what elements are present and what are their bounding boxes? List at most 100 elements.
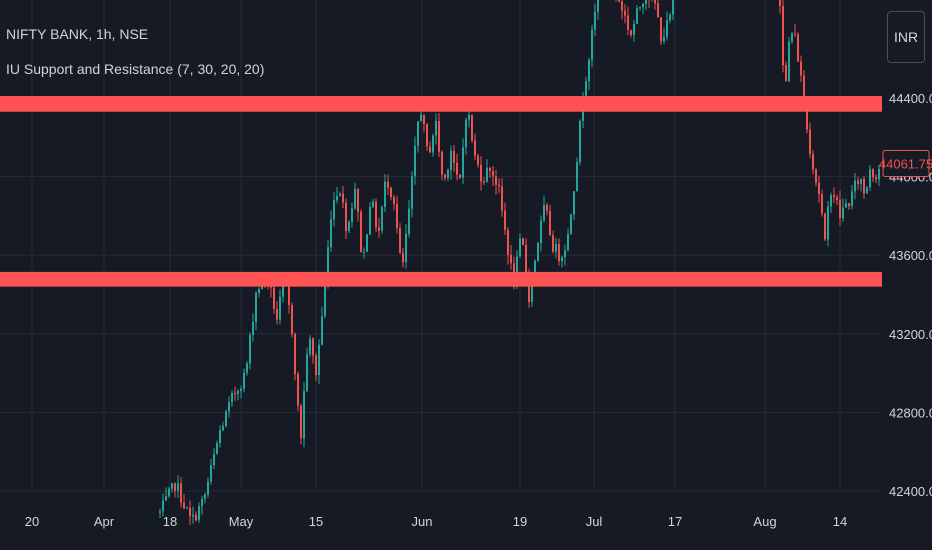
time-tick-label: 17 bbox=[668, 514, 682, 529]
candle-body bbox=[315, 355, 317, 376]
candle-body bbox=[309, 338, 311, 355]
candle-body bbox=[465, 119, 467, 148]
candle-body bbox=[800, 61, 802, 76]
candle-body bbox=[528, 274, 530, 302]
candle-body bbox=[288, 281, 290, 306]
candle-body bbox=[165, 496, 167, 501]
candle-body bbox=[818, 182, 820, 195]
candle-body bbox=[231, 392, 233, 403]
candle-body bbox=[168, 488, 170, 497]
candle-body bbox=[471, 114, 473, 141]
candle-body bbox=[312, 338, 314, 356]
candle-body bbox=[291, 305, 293, 334]
candle-body bbox=[543, 204, 545, 221]
indicator-legend[interactable]: IU Support and Resistance (7, 30, 20, 20… bbox=[6, 61, 264, 77]
candle-body bbox=[360, 211, 362, 252]
candle-body bbox=[594, 11, 596, 30]
candle-body bbox=[279, 296, 281, 320]
candle-body bbox=[372, 201, 374, 207]
candle-body bbox=[258, 289, 260, 293]
candle-body bbox=[585, 81, 587, 102]
candle-body bbox=[339, 193, 341, 196]
currency-button[interactable]: INR bbox=[887, 11, 925, 63]
candle-body bbox=[618, 0, 620, 2]
support-resistance-zones bbox=[0, 96, 882, 287]
candle-body bbox=[857, 180, 859, 184]
candle-body bbox=[252, 322, 254, 336]
candle-body bbox=[189, 507, 191, 517]
candle-body bbox=[785, 65, 787, 82]
candle-body bbox=[384, 181, 386, 208]
candle-body bbox=[342, 193, 344, 203]
indicator-params: (7, 30, 20, 20) bbox=[177, 61, 265, 77]
candle-body bbox=[540, 220, 542, 244]
candle-body bbox=[549, 210, 551, 236]
candle-body bbox=[357, 189, 359, 212]
candle-body bbox=[318, 344, 320, 376]
candle-body bbox=[321, 316, 323, 345]
time-tick-label: 14 bbox=[833, 514, 847, 529]
candle-body bbox=[414, 145, 416, 177]
candle-body bbox=[827, 206, 829, 240]
candles bbox=[159, 0, 880, 525]
candle-body bbox=[180, 483, 182, 503]
candle-body bbox=[204, 494, 206, 499]
candle-body bbox=[402, 252, 404, 263]
candle-body bbox=[597, 0, 599, 12]
time-axis: 20 Apr 18 May 15 Jun 19 Jul 17 Aug 14 bbox=[25, 514, 847, 529]
candle-body bbox=[872, 169, 874, 178]
candle-body bbox=[366, 234, 368, 252]
price-tick-label: 42400.00 bbox=[889, 484, 932, 499]
candle-body bbox=[510, 254, 512, 264]
candle-body bbox=[797, 34, 799, 62]
time-tick-label: Aug bbox=[753, 514, 776, 529]
candle-body bbox=[480, 164, 482, 182]
candle-body bbox=[588, 59, 590, 82]
candle-body bbox=[432, 135, 434, 153]
candle-body bbox=[564, 250, 566, 257]
candle-body bbox=[833, 195, 835, 197]
candle-body bbox=[234, 392, 236, 395]
price-tick-label: 42800.00 bbox=[889, 405, 932, 420]
candle-body bbox=[636, 8, 638, 24]
candle-body bbox=[836, 196, 838, 200]
candle-body bbox=[839, 199, 841, 219]
time-tick-label: 18 bbox=[163, 514, 177, 529]
candle-body bbox=[456, 162, 458, 175]
candle-body bbox=[159, 511, 161, 513]
candle-body bbox=[782, 6, 784, 66]
candle-body bbox=[519, 238, 521, 257]
price-axis: 44400.0044000.0043600.0043200.0042800.00… bbox=[879, 91, 932, 499]
candle-body bbox=[824, 213, 826, 240]
candle-body bbox=[579, 120, 581, 163]
candle-body bbox=[666, 20, 668, 37]
candle-body bbox=[297, 373, 299, 406]
candle-body bbox=[237, 390, 239, 395]
candle-body bbox=[474, 140, 476, 156]
candle-body bbox=[417, 121, 419, 146]
candle-body bbox=[216, 443, 218, 454]
candle-body bbox=[866, 187, 868, 194]
candle-body bbox=[390, 187, 392, 198]
candle-body bbox=[177, 483, 179, 491]
support-zone bbox=[0, 271, 882, 287]
currency-label: INR bbox=[893, 29, 919, 45]
candle-body bbox=[201, 498, 203, 507]
price-tick-label: 43200.00 bbox=[889, 327, 932, 342]
candle-body bbox=[552, 235, 554, 252]
candle-body bbox=[809, 129, 811, 154]
candle-body bbox=[453, 150, 455, 163]
symbol-legend: NIFTY BANK, 1h, NSE bbox=[6, 26, 148, 42]
candle-body bbox=[854, 180, 856, 192]
time-tick-label: 20 bbox=[25, 514, 39, 529]
candle-body bbox=[171, 483, 173, 489]
candle-body bbox=[498, 184, 500, 187]
candle-body bbox=[657, 3, 659, 18]
candle-body bbox=[875, 177, 877, 180]
candle-body bbox=[336, 195, 338, 201]
candle-body bbox=[351, 208, 353, 222]
candle-body bbox=[806, 110, 808, 130]
candle-body bbox=[333, 200, 335, 220]
candle-body bbox=[255, 292, 257, 323]
